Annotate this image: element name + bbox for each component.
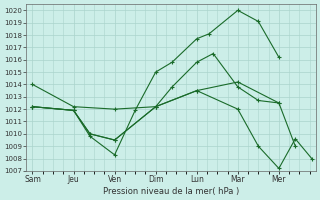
- X-axis label: Pression niveau de la mer( hPa ): Pression niveau de la mer( hPa ): [103, 187, 239, 196]
